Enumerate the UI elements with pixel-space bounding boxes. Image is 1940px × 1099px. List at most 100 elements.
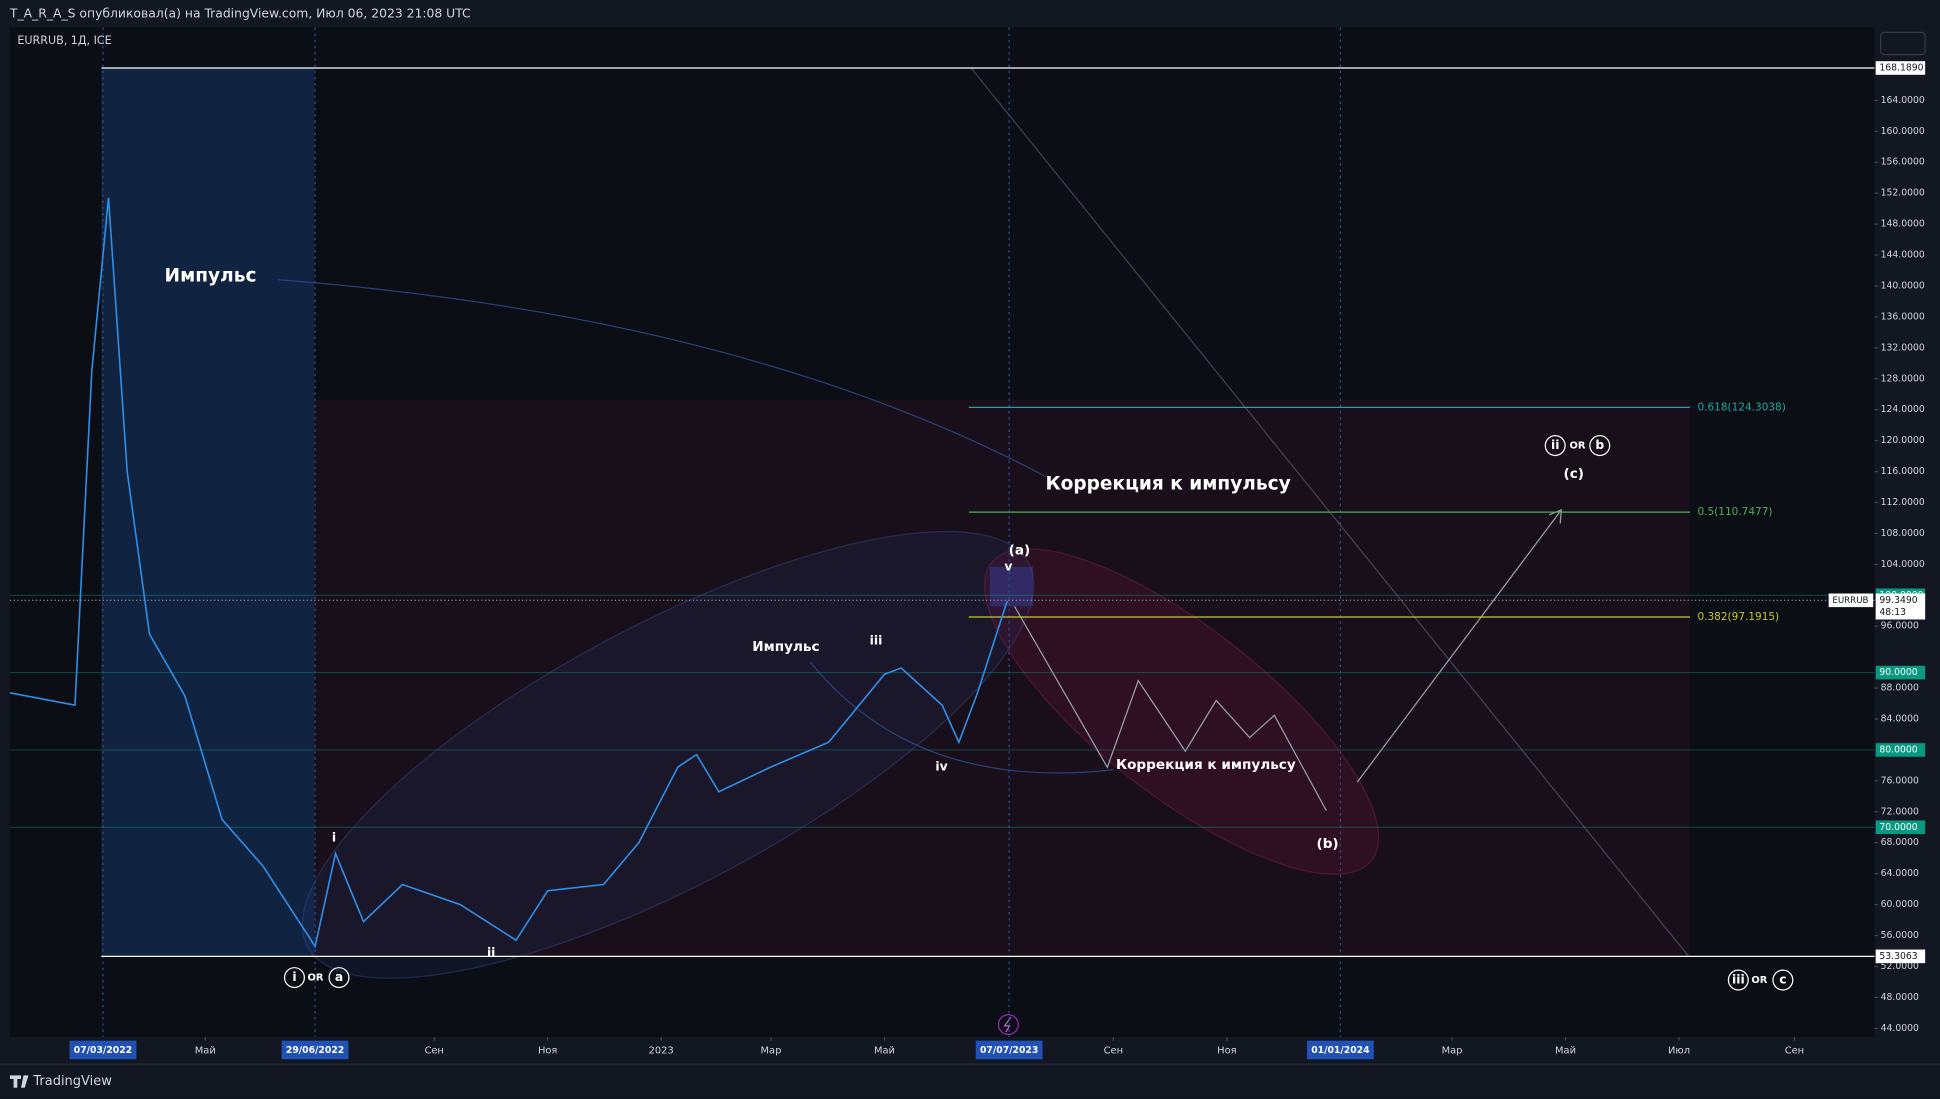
wave-circle [1772, 969, 1794, 991]
annotation: c [1779, 973, 1786, 987]
last-price-label: 99.3490 [1879, 595, 1917, 606]
highlight-box [989, 566, 1034, 607]
symbol-tag-box [1828, 593, 1874, 608]
x-tick-label: Май [195, 1046, 216, 1057]
annotation: iii [1732, 973, 1745, 987]
x-tick-label: Июл [1668, 1046, 1690, 1057]
price-label-box [1875, 949, 1926, 964]
fib-label: 0.382(97.1915) [1698, 611, 1780, 623]
symbol-tag: EURRUB [1832, 596, 1868, 606]
y-tick-label: 160.0000 [1881, 126, 1925, 137]
event-icon-bolt [1003, 1016, 1012, 1033]
annotation: OR [1569, 441, 1585, 452]
range-box [314, 399, 1691, 957]
date-marker-box [69, 1040, 137, 1060]
y-tick-label: 48.0000 [1881, 992, 1919, 1003]
annotation: (c) [1564, 466, 1584, 482]
fib-label: 0.5(110.7477) [1698, 506, 1773, 518]
y-tick-label: 64.0000 [1881, 868, 1919, 879]
y-tick-label: 128.0000 [1881, 373, 1925, 384]
wave-circle [1727, 969, 1749, 991]
price-label-box [1875, 61, 1926, 75]
annotation: iii [870, 634, 883, 648]
x-tick-label: 2023 [649, 1046, 674, 1057]
y-tick-label: 116.0000 [1881, 466, 1925, 477]
annotation: ii [487, 945, 495, 959]
annotation: i [332, 830, 336, 844]
arc-line [278, 279, 1046, 478]
annotation: OR [1751, 975, 1767, 986]
price-label: 80.0000 [1879, 744, 1917, 755]
range-box [101, 68, 315, 957]
last-price-box [1875, 593, 1926, 620]
y-tick-label: 56.0000 [1881, 930, 1919, 941]
y-tick-label: 44.0000 [1881, 1023, 1919, 1034]
y-tick-label: 72.0000 [1881, 806, 1919, 817]
event-icon[interactable] [997, 1014, 1019, 1036]
y-tick-label: 76.0000 [1881, 775, 1919, 786]
price-label-box [1875, 743, 1926, 757]
price-label: 168.1890 [1879, 62, 1923, 73]
price-axis [1874, 27, 1940, 1037]
annotation: a [335, 970, 343, 984]
annotation: Коррекция к импульсу [1116, 757, 1296, 773]
y-tick-label: 136.0000 [1881, 311, 1925, 322]
fib-label: 0.618(124.3038) [1698, 401, 1786, 413]
date-marker-label: 29/06/2022 [286, 1045, 344, 1056]
y-tick-label: 112.0000 [1881, 497, 1925, 508]
annotation: b [1595, 438, 1604, 452]
price-label: 53.3063 [1879, 951, 1917, 962]
x-tick-label: Май [874, 1046, 895, 1057]
annotation: i [292, 970, 296, 984]
y-tick-label: 164.0000 [1881, 95, 1925, 106]
wave-ellipse [983, 548, 1380, 875]
annotation: Импульс [165, 266, 257, 287]
x-tick-label: Май [1555, 1046, 1576, 1057]
price-line-series [9, 197, 1009, 949]
annotation: OR [307, 973, 323, 984]
header-text: T_A_R_A_S опубликовал(а) на TradingView.… [9, 6, 471, 20]
y-tick-label: 84.0000 [1881, 714, 1919, 725]
annotation: (b) [1316, 836, 1338, 852]
y-tick-label: 88.0000 [1881, 683, 1919, 694]
y-tick-label: 120.0000 [1881, 435, 1925, 446]
plot-area [9, 27, 1875, 1037]
y-tick-label: 144.0000 [1881, 250, 1925, 261]
brand-name: TradingView [32, 1074, 112, 1089]
y-tick-label: 152.0000 [1881, 188, 1925, 199]
date-marker-label: 01/01/2024 [1311, 1045, 1370, 1056]
arrow-head [1548, 508, 1563, 524]
countdown-label: 48:13 [1879, 607, 1906, 618]
annotation: iv [935, 760, 947, 774]
annotation: ii [1551, 438, 1559, 452]
y-tick-label: 140.0000 [1881, 280, 1925, 291]
y-tick-label: 96.0000 [1881, 621, 1919, 632]
wave-circle [283, 967, 305, 989]
axis-button[interactable] [1879, 31, 1926, 56]
x-tick-label: Мар [761, 1046, 782, 1057]
date-marker-box [281, 1040, 349, 1060]
x-tick-label: Ноя [1217, 1046, 1236, 1057]
wave-circle [1589, 435, 1611, 457]
symbol-title: EURRUB, 1Д, ICE [17, 34, 111, 47]
date-marker-label: 07/03/2022 [74, 1045, 132, 1056]
date-marker-label: 07/07/2023 [980, 1045, 1038, 1056]
y-tick-label: 156.0000 [1881, 157, 1925, 168]
wave-circle [1544, 435, 1566, 457]
projection-zigzag [1014, 606, 1327, 811]
wave-circle [328, 967, 350, 989]
y-tick-label: 148.0000 [1881, 219, 1925, 230]
wave-ellipse [301, 530, 1035, 979]
x-tick-label: Ноя [538, 1046, 557, 1057]
header-bar [0, 0, 1940, 28]
x-tick-label: Мар [1442, 1046, 1463, 1057]
y-tick-label: 60.0000 [1881, 899, 1919, 910]
price-label-box [1875, 665, 1926, 680]
annotation: Импульс [752, 639, 819, 655]
annotation: (a) [1009, 543, 1031, 559]
date-marker-box [975, 1040, 1043, 1060]
price-label-box [1875, 820, 1926, 835]
annotation: Коррекция к импульсу [1045, 473, 1290, 494]
y-tick-label: 132.0000 [1881, 342, 1925, 353]
